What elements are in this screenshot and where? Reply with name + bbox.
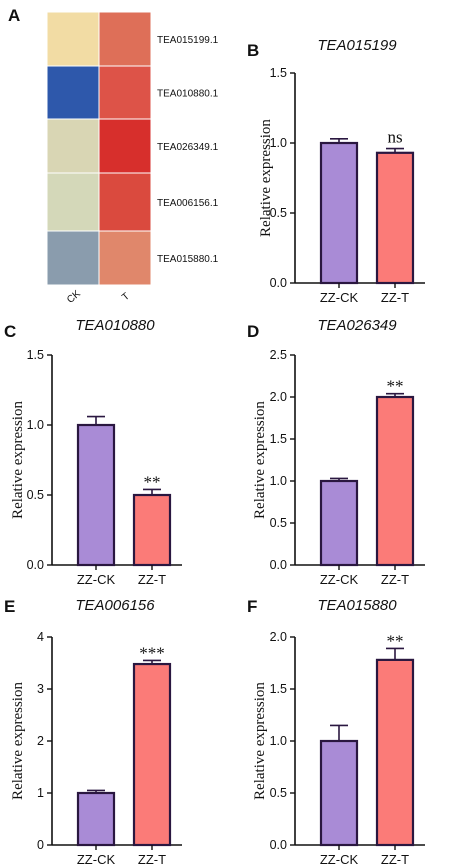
y-tick-label: 1.5 xyxy=(270,432,287,446)
x-tick-label: ZZ-CK xyxy=(320,290,359,305)
x-tick-label: ZZ-T xyxy=(381,852,409,867)
x-tick-label: ZZ-T xyxy=(138,852,166,867)
significance-label: ** xyxy=(387,631,404,650)
heatmap-row-label: TEA015199.1 xyxy=(157,35,219,46)
panel-letter-e: E xyxy=(4,597,15,616)
x-tick-label: ZZ-T xyxy=(138,572,166,587)
y-tick-label: 0 xyxy=(37,838,44,852)
heatmap-row-label: TEA010880.1 xyxy=(157,89,219,100)
y-tick-label: 0.5 xyxy=(270,206,287,220)
heatmap-cell xyxy=(46,230,100,286)
bar-chart-e: TEA006156 0 1 2 3 4 Relative expression ZZ-CK ZZ… xyxy=(10,597,182,867)
heatmap-cell xyxy=(98,172,152,232)
panel-letter-f: F xyxy=(247,597,257,616)
y-tick-label: 0.5 xyxy=(270,516,287,530)
bar-chart-c: TEA010880 0.0 0.5 1.0 1.5 Relative expression… xyxy=(10,317,182,587)
bar-zz-ck xyxy=(319,479,359,567)
heatmap-row-label: TEA006156.1 xyxy=(157,198,219,209)
y-tick-label: 1.0 xyxy=(270,734,287,748)
heatmap-row-label: TEA015880.1 xyxy=(157,254,219,265)
heatmap-cell xyxy=(98,11,152,67)
y-tick-label: 1.0 xyxy=(270,136,287,150)
significance-label: *** xyxy=(139,643,165,662)
bar-chart-d: TEA026349 0.0 0.5 1.0 1.5 2.0 2.5 Relative expr… xyxy=(252,317,425,587)
bar-zz-ck xyxy=(319,141,359,285)
chart-title: TEA006156 xyxy=(75,597,155,614)
panel-letter-c: C xyxy=(4,322,16,341)
bar-zz-t xyxy=(132,662,172,847)
y-axis-label: Relative expression xyxy=(252,682,268,800)
significance-label: ** xyxy=(387,377,404,396)
y-tick-label: 1.0 xyxy=(270,474,287,488)
y-tick-label: 1.5 xyxy=(27,348,44,362)
y-tick-label: 1.5 xyxy=(270,66,287,80)
chart-title: TEA010880 xyxy=(75,317,155,334)
heatmap-column-label: T xyxy=(120,291,132,303)
heatmap-cell xyxy=(98,65,152,120)
panel-letter-d: D xyxy=(247,322,259,341)
heatmap-cell xyxy=(46,118,100,174)
significance-label: ** xyxy=(144,472,161,491)
y-axis-label: Relative expression xyxy=(258,119,274,237)
heatmap-a: TEA015199.1 TEA010880.1 TEA026349.1 TEA0061… xyxy=(46,11,219,306)
panel-letter-b: B xyxy=(247,41,259,60)
y-axis-label: Relative expression xyxy=(10,401,26,519)
bar-zz-t xyxy=(375,658,415,847)
x-tick-label: ZZ-CK xyxy=(77,572,116,587)
x-tick-label: ZZ-T xyxy=(381,572,409,587)
y-tick-label: 2 xyxy=(37,734,44,748)
x-tick-label: ZZ-CK xyxy=(77,852,116,867)
bar-zz-t xyxy=(375,151,415,285)
bar-zz-ck xyxy=(76,423,116,567)
y-tick-label: 1 xyxy=(37,786,44,800)
bar-zz-t xyxy=(132,493,172,567)
y-axis-label: Relative expression xyxy=(252,401,268,519)
chart-title: TEA015880 xyxy=(317,597,397,614)
y-tick-label: 2.5 xyxy=(270,348,287,362)
y-tick-label: 0.0 xyxy=(27,558,44,572)
y-tick-label: 0.0 xyxy=(270,838,287,852)
significance-label: ns xyxy=(387,128,402,147)
heatmap-row-label: TEA026349.1 xyxy=(157,142,219,153)
x-tick-label: ZZ-T xyxy=(381,290,409,305)
bar-zz-t xyxy=(375,395,415,567)
y-tick-label: 3 xyxy=(37,682,44,696)
y-tick-label: 0.5 xyxy=(270,786,287,800)
bar-zz-ck xyxy=(76,791,116,847)
y-tick-label: 0.0 xyxy=(270,276,287,290)
bar-zz-ck xyxy=(319,739,359,847)
heatmap-cell xyxy=(98,230,152,286)
panel-letter-a: A xyxy=(8,6,20,25)
y-tick-label: 2.0 xyxy=(270,630,287,644)
y-tick-label: 0.5 xyxy=(27,488,44,502)
y-tick-label: 1.0 xyxy=(27,418,44,432)
y-tick-label: 1.5 xyxy=(270,682,287,696)
heatmap-cell xyxy=(46,172,100,232)
y-tick-label: 2.0 xyxy=(270,390,287,404)
heatmap-column-label: CK xyxy=(65,288,83,306)
x-tick-label: ZZ-CK xyxy=(320,852,359,867)
y-tick-label: 0.0 xyxy=(270,558,287,572)
chart-title: TEA026349 xyxy=(317,317,397,334)
heatmap-cell xyxy=(46,11,100,67)
chart-title: TEA015199 xyxy=(317,37,397,54)
y-tick-label: 4 xyxy=(37,630,44,644)
y-axis-label: Relative expression xyxy=(10,682,26,800)
bar-chart-f: TEA015880 0.0 0.5 1.0 1.5 2.0 Relative express… xyxy=(252,597,425,867)
heatmap-cell xyxy=(98,118,152,174)
x-tick-label: ZZ-CK xyxy=(320,572,359,587)
bar-chart-b: TEA015199 0.0 0.5 1.0 1.5 Relative expression… xyxy=(258,37,425,305)
heatmap-cell xyxy=(46,65,100,120)
